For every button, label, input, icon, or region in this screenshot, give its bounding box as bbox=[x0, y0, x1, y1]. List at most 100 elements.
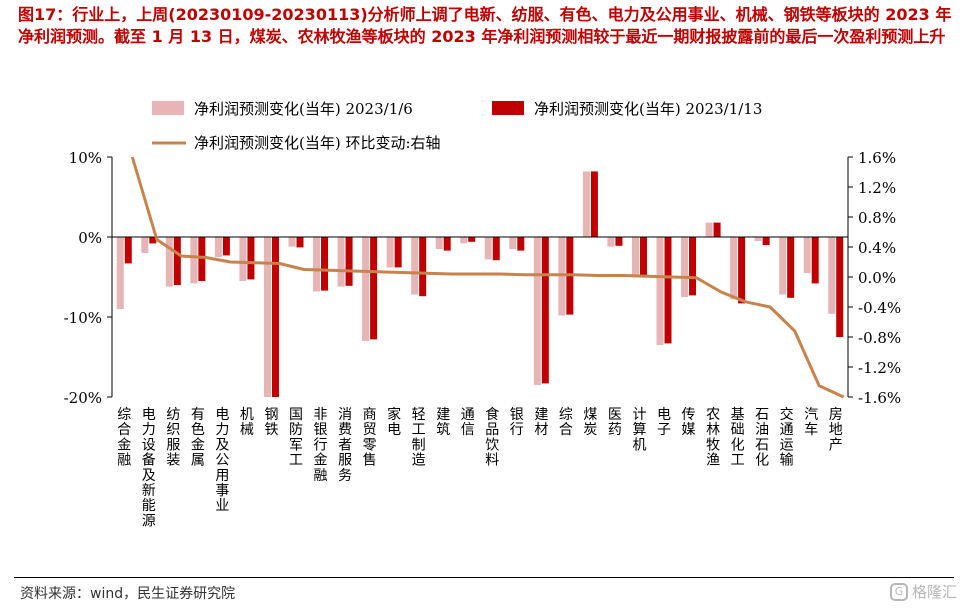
category-label: 综合金融 bbox=[117, 407, 131, 469]
bar-prev bbox=[165, 237, 173, 287]
bar-prev bbox=[705, 222, 713, 237]
bar-prev bbox=[337, 237, 345, 287]
bar-prev bbox=[141, 237, 149, 253]
category-label: 建筑 bbox=[436, 407, 450, 438]
bar-prev bbox=[484, 237, 492, 260]
right-tick-label: 0.0% bbox=[858, 269, 896, 287]
bar-curr bbox=[590, 171, 598, 237]
category-label: 商贸零售 bbox=[363, 407, 377, 469]
watermark-text: 格隆汇 bbox=[911, 583, 957, 601]
line-path bbox=[130, 156, 845, 399]
left-axis-ticks: 10% 0% -10% -20% bbox=[64, 149, 112, 407]
category-label: 家电 bbox=[387, 406, 401, 438]
bar-prev bbox=[263, 237, 271, 397]
bar-prev bbox=[656, 237, 664, 345]
category-label: 电力及公用事业 bbox=[215, 407, 229, 514]
bar-prev bbox=[607, 237, 615, 247]
left-tick-label: 10% bbox=[69, 149, 102, 167]
category-label: 汽车 bbox=[804, 407, 818, 438]
bar-prev bbox=[509, 237, 517, 249]
bar-prev bbox=[313, 237, 321, 292]
category-label: 房地产 bbox=[829, 407, 843, 453]
category-label: 基础化工 bbox=[731, 406, 745, 469]
category-label: 煤炭 bbox=[583, 407, 597, 438]
bar-curr bbox=[247, 237, 255, 280]
watermark-logo-icon: G bbox=[889, 582, 908, 601]
bar-prev bbox=[239, 237, 247, 281]
right-tick-label: 0.4% bbox=[858, 239, 896, 257]
category-label: 非银行金融 bbox=[314, 407, 328, 484]
bar-prev bbox=[435, 237, 443, 249]
category-label: 农林牧渔 bbox=[706, 407, 720, 469]
category-label: 消费者服务 bbox=[338, 407, 352, 484]
legend-label-line: 净利润预测变化(当年) 环比变动:右轴 bbox=[194, 134, 441, 152]
series-curr-bars bbox=[124, 171, 844, 397]
legend: 净利润预测变化(当年) 2023/1/6 净利润预测变化(当年) 2023/1/1… bbox=[152, 100, 762, 152]
bar-curr bbox=[173, 237, 181, 285]
bar-curr bbox=[419, 237, 427, 297]
bar-prev bbox=[754, 237, 762, 241]
left-tick-label: 0% bbox=[78, 229, 102, 247]
bar-prev bbox=[803, 237, 811, 273]
legend-swatch-prev bbox=[152, 101, 184, 115]
right-tick-label: -0.4% bbox=[858, 299, 901, 317]
category-label: 建材 bbox=[534, 407, 548, 438]
bar-prev bbox=[190, 237, 198, 284]
left-tick-label: -20% bbox=[64, 389, 102, 407]
bar-curr bbox=[198, 237, 206, 281]
source-note: 资料来源：wind，民生证券研究院 bbox=[20, 586, 236, 602]
bar-prev bbox=[828, 237, 836, 314]
chart: 净利润预测变化(当年) 2023/1/6 净利润预测变化(当年) 2023/1/1… bbox=[64, 100, 902, 529]
category-label: 交通运输 bbox=[780, 406, 794, 469]
bar-curr bbox=[639, 237, 647, 277]
bar-curr bbox=[787, 237, 795, 298]
category-labels: 综合金融电力设备及新能源纺织服装有色金属电力及公用事业机械钢铁国防军工非银行金融… bbox=[117, 406, 842, 529]
category-label: 石油石化 bbox=[755, 407, 769, 469]
right-axis-ticks: 1.6% 1.2% 0.8% 0.4% 0.0% -0.4% -0.8% -1.2% -1.6% bbox=[848, 149, 901, 407]
right-tick-label: -1.6% bbox=[858, 389, 901, 407]
bar-prev bbox=[582, 171, 590, 237]
bar-curr bbox=[713, 222, 721, 237]
watermark: G 格隆汇 bbox=[889, 581, 957, 602]
bar-prev bbox=[533, 237, 541, 385]
divider bbox=[14, 577, 954, 578]
right-tick-label: 1.2% bbox=[858, 179, 896, 197]
bar-curr bbox=[296, 237, 304, 248]
right-tick-label: -0.8% bbox=[858, 329, 901, 347]
category-label: 传媒 bbox=[682, 407, 696, 438]
bar-curr bbox=[443, 237, 451, 251]
right-tick-label: 1.6% bbox=[858, 149, 896, 167]
bar-prev bbox=[730, 237, 738, 300]
legend-swatch-curr bbox=[492, 101, 524, 115]
bar-curr bbox=[517, 237, 525, 251]
bar-curr bbox=[811, 237, 819, 284]
right-tick-label: 0.8% bbox=[858, 209, 896, 227]
series-prev-bars bbox=[116, 171, 836, 397]
category-label: 医药 bbox=[608, 407, 622, 438]
bar-prev bbox=[386, 237, 394, 268]
bar-curr bbox=[492, 237, 500, 261]
bar-curr bbox=[468, 237, 476, 242]
bar-curr bbox=[738, 237, 746, 304]
category-label: 食品饮料 bbox=[485, 406, 499, 469]
bar-curr bbox=[615, 237, 623, 246]
bar-curr bbox=[664, 237, 672, 344]
chart-title: 图17：行业上，上周(20230109-20230113)分析师上调了电新、纺服… bbox=[18, 5, 952, 46]
category-label: 有色金属 bbox=[191, 407, 205, 469]
bar-prev bbox=[214, 237, 222, 257]
bar-prev bbox=[460, 237, 468, 244]
category-label: 纺织服装 bbox=[166, 407, 180, 469]
legend-label-prev: 净利润预测变化(当年) 2023/1/6 bbox=[194, 100, 413, 118]
bar-curr bbox=[836, 237, 844, 337]
bar-curr bbox=[149, 237, 157, 244]
right-tick-label: -1.2% bbox=[858, 359, 901, 377]
category-label: 综合 bbox=[559, 407, 573, 438]
category-label: 通信 bbox=[461, 407, 475, 438]
bar-curr bbox=[370, 237, 378, 340]
bar-curr bbox=[394, 237, 402, 268]
bar-prev bbox=[681, 237, 689, 297]
bar-curr bbox=[321, 237, 329, 291]
bar-curr bbox=[124, 237, 132, 264]
category-label: 电力设备及新能源 bbox=[142, 407, 156, 529]
bar-curr bbox=[541, 237, 549, 384]
